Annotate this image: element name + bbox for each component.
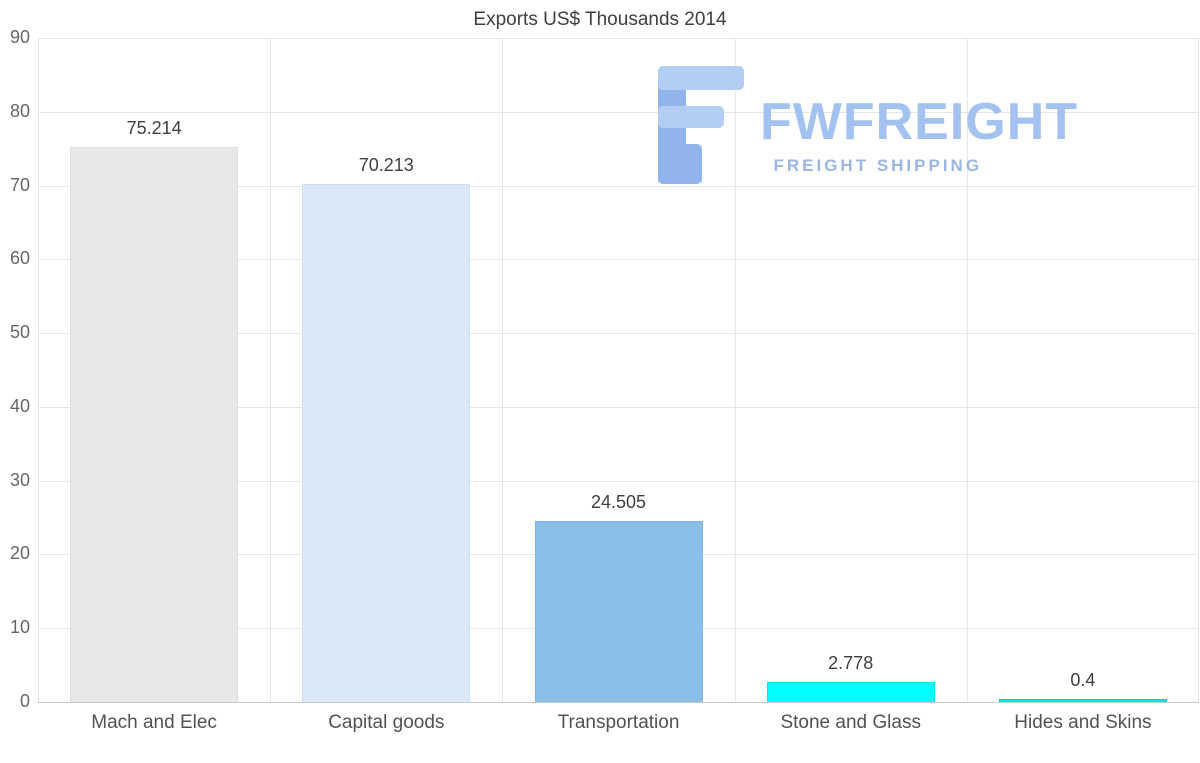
x-axis-category-label: Capital goods bbox=[328, 712, 445, 733]
horizontal-gridline bbox=[38, 333, 1199, 335]
chart-title: Exports US$ Thousands 2014 bbox=[473, 9, 727, 30]
logo-wordmark: FWFREIGHT bbox=[760, 93, 1079, 151]
x-axis-category-label: Transportation bbox=[557, 712, 680, 733]
horizontal-gridline bbox=[38, 185, 1199, 187]
horizontal-gridline bbox=[38, 406, 1199, 408]
vertical-gridline bbox=[966, 38, 968, 702]
bar-stone-and-glass bbox=[766, 681, 935, 702]
y-axis-tick-label: 80 bbox=[9, 100, 30, 121]
bar-transportation bbox=[534, 521, 703, 702]
bar-value-label: 24.505 bbox=[590, 492, 647, 513]
y-axis-tick-label: 0 bbox=[19, 691, 30, 711]
x-axis-category-label: Hides and Skins bbox=[1014, 712, 1152, 733]
vertical-gridline bbox=[502, 38, 504, 702]
y-axis: 0 10 20 30 40 50 60 70 80 90 bbox=[0, 27, 32, 711]
y-axis-tick-label: 60 bbox=[9, 248, 30, 269]
bar-hides-and-skins bbox=[998, 699, 1167, 702]
bar-mach-and-elec bbox=[70, 147, 239, 702]
bar-capital-goods bbox=[302, 183, 471, 702]
bar-value-label: 70.213 bbox=[358, 154, 414, 175]
horizontal-gridline bbox=[38, 480, 1199, 482]
x-axis-category-label: Stone and Glass bbox=[780, 712, 921, 733]
vertical-gridline bbox=[1198, 38, 1199, 702]
y-axis-tick-label: 90 bbox=[9, 27, 30, 47]
horizontal-gridline bbox=[38, 38, 1199, 39]
y-axis-tick-label: 40 bbox=[9, 395, 30, 416]
logo-tagline: FREIGHT SHIPPING bbox=[773, 156, 983, 175]
x-axis: Mach and Elec Capital goods Transportation… bbox=[38, 712, 1199, 734]
y-axis-tick-label: 20 bbox=[9, 543, 30, 564]
x-axis-category-label: Mach and Elec bbox=[91, 712, 217, 733]
horizontal-gridline bbox=[38, 259, 1199, 261]
bar-value-label: 2.778 bbox=[828, 652, 874, 673]
y-axis-tick-label: 10 bbox=[9, 617, 30, 638]
bar-value-label: 75.214 bbox=[126, 118, 182, 139]
fwfreight-logo-icon bbox=[648, 66, 744, 189]
vertical-gridline bbox=[38, 38, 39, 702]
y-axis-tick-label: 30 bbox=[9, 469, 30, 490]
fwfreight-logo: FWFREIGHT FREIGHT SHIPPING bbox=[648, 66, 1078, 189]
logo-text: FWFREIGHT FREIGHT SHIPPING bbox=[760, 66, 1078, 176]
y-axis-tick-label: 50 bbox=[9, 322, 30, 343]
vertical-gridline bbox=[270, 38, 272, 702]
y-axis-tick-label: 70 bbox=[9, 174, 30, 195]
vertical-gridline bbox=[734, 38, 736, 702]
horizontal-gridline bbox=[38, 111, 1199, 113]
plot-area: 75.214 70.213 24.505 2.778 0.4 bbox=[38, 38, 1199, 703]
bar-value-label: 0.4 bbox=[1070, 670, 1096, 690]
